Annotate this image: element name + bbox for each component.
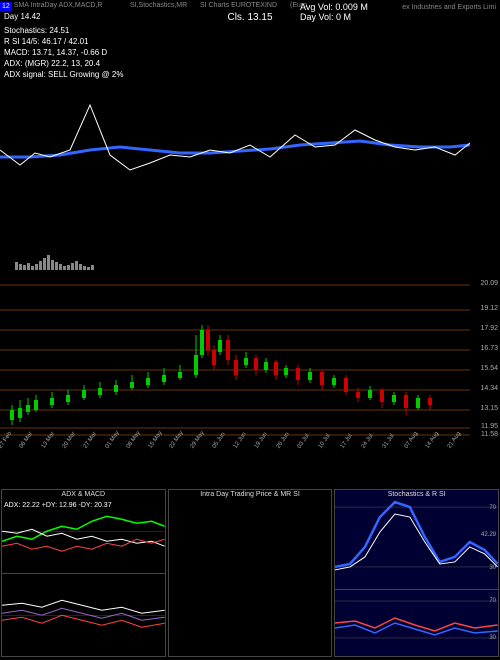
adx-values: ADX: 22.22 +DY: 12.96 -DY: 20.37 — [4, 502, 112, 509]
price-tick: 14.34 — [480, 385, 498, 392]
panel-title-2: Intra Day Trading Price & MR SI — [169, 491, 332, 498]
price-tick: 13.15 — [480, 405, 498, 412]
panel-title-1: ADX & MACD — [2, 491, 165, 498]
day-vol: Day Vol: 0 M — [300, 12, 368, 22]
avg-vol: Avg Vol: 0.009 M — [300, 2, 368, 12]
stats-block: Stochastics: 24.51 R SI 14/5: 46.17 / 42… — [4, 25, 123, 80]
company-label: ex Industries and Exports Limi — [402, 4, 496, 11]
line-chart — [0, 95, 470, 185]
price-tick: 11.58 — [481, 431, 498, 438]
stat-macd: MACD: 13.71, 14.37, -0.66 D — [4, 47, 123, 58]
stoch-hdr: SI,Stochastics,MR — [130, 2, 187, 9]
stat-adx-signal: ADX signal: SELL Growing @ 2% — [4, 69, 123, 80]
chart-symbol: SI Charts EUROTEXIND — [200, 2, 277, 9]
price-tick: 19.12 — [480, 305, 498, 312]
date-axis: 27 Feb06 Mar13 Mar20 Mar27 Mar01 May08 M… — [0, 445, 470, 451]
price-tick: 15.54 — [480, 365, 498, 372]
price-tick: 16.73 — [480, 345, 498, 352]
indicator-badge: 12 — [0, 2, 12, 11]
bottom-panel-row: ADX & MACD ADX: 22.22 +DY: 12.96 -DY: 20… — [0, 488, 500, 658]
stat-rsi: R SI 14/5: 46.17 / 42.01 — [4, 36, 123, 47]
stat-adx: ADX: (MGR) 22.2, 13, 20.4 — [4, 58, 123, 69]
volume-bars — [15, 240, 94, 270]
candlestick-chart — [0, 280, 470, 440]
panel-title-3: Stochastics & R SI — [335, 491, 498, 498]
price-tick: 20.09 — [480, 280, 498, 287]
sma-label: SMA IntraDay ADX,MACD,R — [14, 2, 103, 11]
day-hi: Day 14.42 — [4, 12, 40, 21]
stat-stoch: Stochastics: 24.51 — [4, 25, 123, 36]
chart-header: 12 SMA IntraDay ADX,MACD,R SI,Stochastic… — [0, 2, 500, 11]
price-tick: 11.95 — [481, 423, 498, 430]
close-price: Cls. 13.15 — [227, 12, 272, 23]
adx-macd-panel: ADX & MACD ADX: 22.22 +DY: 12.96 -DY: 20… — [1, 489, 166, 657]
price-tick: 17.92 — [480, 325, 498, 332]
intraday-panel: Intra Day Trading Price & MR SI — [168, 489, 333, 657]
stochastics-rsi-panel: Stochastics & R SI 7042.2930 7030 — [334, 489, 499, 657]
